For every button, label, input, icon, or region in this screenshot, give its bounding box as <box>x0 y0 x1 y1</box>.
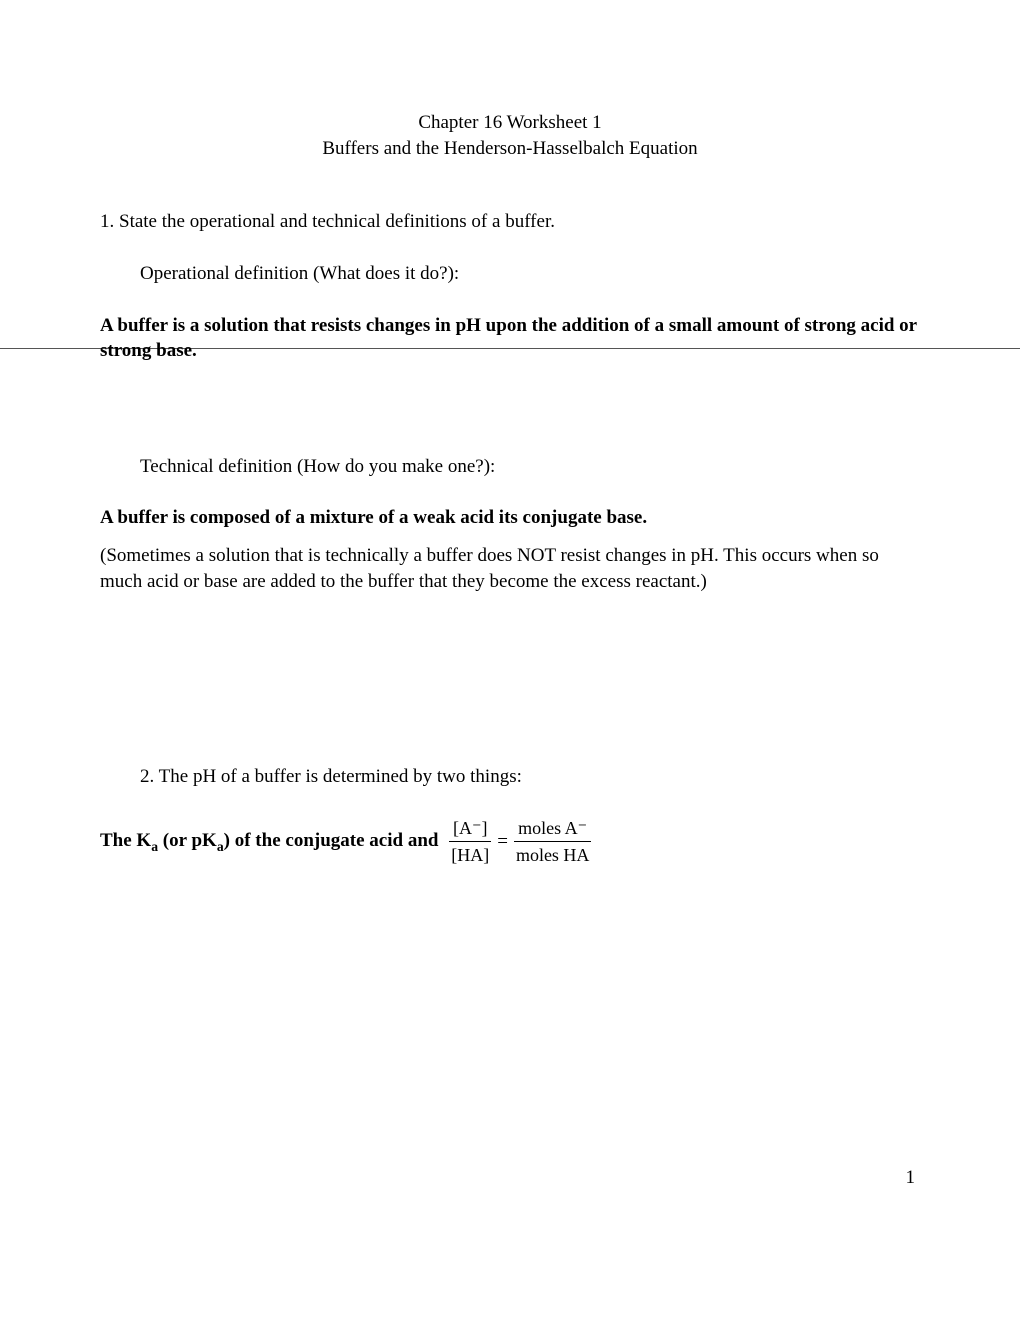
q1-technical-answer: A buffer is composed of a mixture of a w… <box>100 505 920 531</box>
q2-lead-1: The K <box>100 830 151 851</box>
q1-prompt: 1. State the operational and technical d… <box>100 209 920 235</box>
title-line-2: Buffers and the Henderson-Hasselbalch Eq… <box>100 136 920 162</box>
frac1-num: [A⁻] <box>449 816 492 842</box>
q2-equation: [A⁻] [HA] = moles A⁻ moles HA <box>443 816 597 868</box>
q2-prompt: 2. The pH of a buffer is determined by t… <box>100 764 920 790</box>
q1-technical-label: Technical definition (How do you make on… <box>100 454 920 480</box>
q2-lead-2: (or pK <box>158 830 217 851</box>
page-number: 1 <box>906 1167 916 1189</box>
frac2-den: moles HA <box>512 842 594 867</box>
frac1-den: [HA] <box>447 842 493 867</box>
q2-answer-line: The Ka (or pKa) of the conjugate acid an… <box>100 816 920 868</box>
frac2-num: moles A⁻ <box>514 816 591 842</box>
frac-moles-ratio: moles A⁻ moles HA <box>512 816 594 868</box>
q2-sub-a-2: a <box>217 839 224 854</box>
q1-technical-note: (Sometimes a solution that is technicall… <box>100 543 920 594</box>
q1-operational-label: Operational definition (What does it do?… <box>100 261 920 287</box>
title-block: Chapter 16 Worksheet 1 Buffers and the H… <box>100 110 920 161</box>
title-line-1: Chapter 16 Worksheet 1 <box>100 110 920 136</box>
equals-sign: = <box>497 829 508 855</box>
frac-conc-ratio: [A⁻] [HA] <box>447 816 493 868</box>
document-page: Chapter 16 Worksheet 1 Buffers and the H… <box>0 0 1020 1319</box>
q2-lead-3: ) of the conjugate acid and <box>224 830 444 851</box>
q1-operational-answer: A buffer is a solution that resists chan… <box>100 313 920 364</box>
